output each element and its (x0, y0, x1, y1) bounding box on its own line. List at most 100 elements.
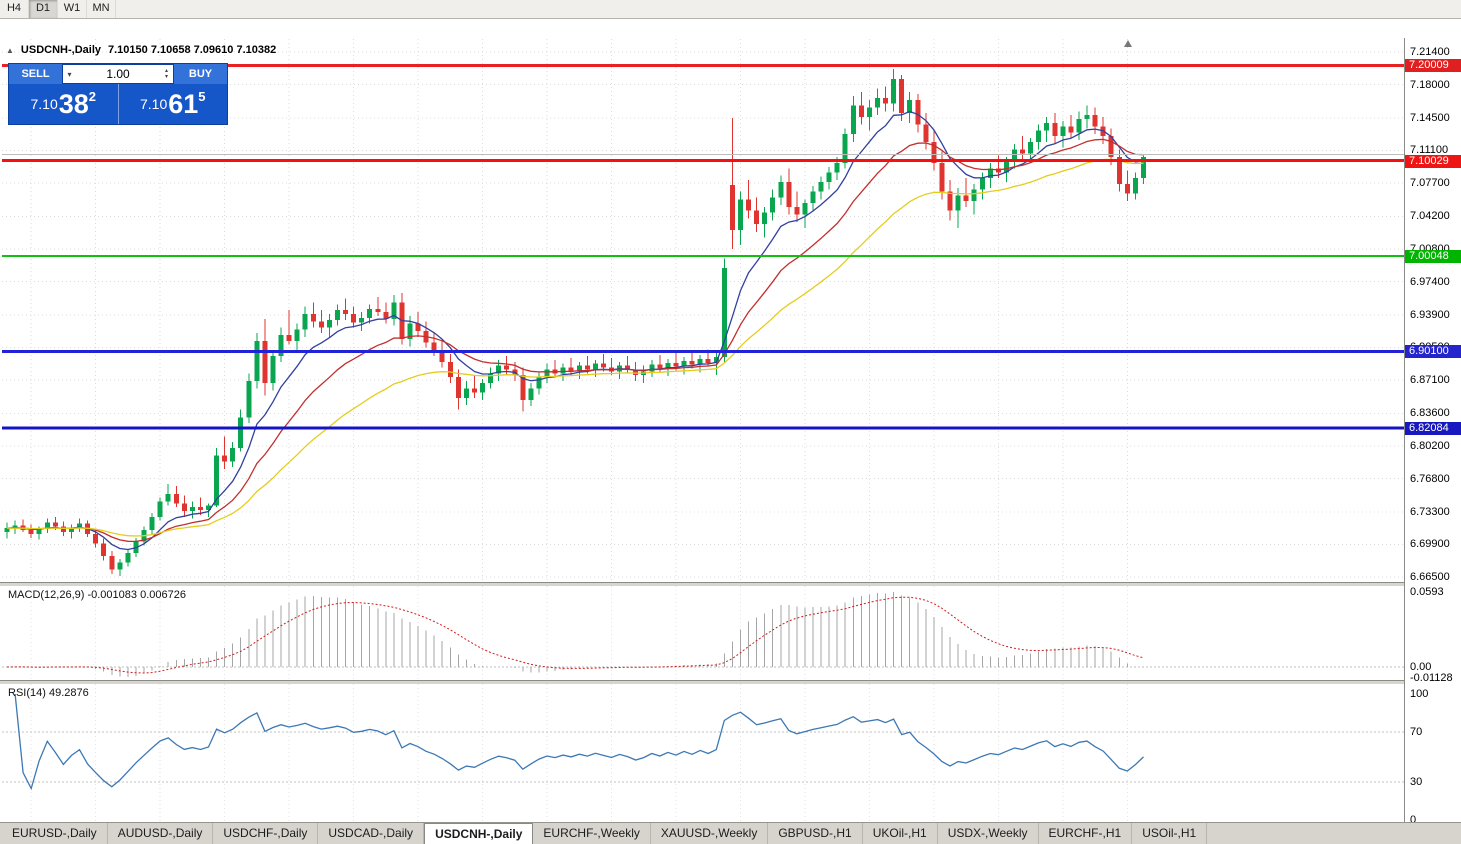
price-axis-label: 6.66500 (1410, 571, 1450, 583)
bid-price-sup: 2 (88, 89, 97, 104)
candle-body (149, 516, 155, 531)
sell-button[interactable]: SELL (9, 64, 62, 84)
candle-body (334, 310, 340, 320)
volume-up-icon[interactable]: ▴ (164, 68, 168, 74)
chart-tab-xauusd[interactable]: XAUUSD-,Weekly (651, 823, 769, 844)
candle-body (480, 382, 486, 393)
chart-tab-usoil[interactable]: USOil-,H1 (1132, 823, 1208, 844)
candle-body (939, 162, 945, 192)
candle-body (754, 210, 760, 225)
candle-body (214, 455, 220, 506)
candle-body (665, 362, 671, 369)
panel-separator[interactable] (0, 680, 1404, 685)
candle-body (995, 168, 1001, 173)
candle-body (246, 380, 252, 418)
candle-body (778, 182, 784, 198)
candle-body (891, 78, 897, 104)
price-axis-label: 7.14500 (1410, 111, 1450, 124)
volume-dropdown-icon[interactable]: ▾ (67, 69, 72, 79)
candle-body (1116, 157, 1122, 184)
rsi-panel[interactable] (2, 684, 1404, 825)
candle-body (44, 522, 50, 530)
candle-body (810, 191, 816, 204)
timeframe-button-mn[interactable]: MN (87, 0, 116, 18)
candle-body (987, 168, 993, 179)
candle-body (1124, 183, 1130, 194)
candle-body (955, 195, 961, 211)
candle-body (633, 369, 639, 376)
chart-tab-usdchf[interactable]: USDCHF-,Daily (213, 823, 319, 844)
candle-body (93, 533, 99, 544)
ask-price-button[interactable]: 7.10 61 5 (119, 84, 228, 124)
candle-body (1092, 115, 1098, 127)
ask-price-small: 7.10 (139, 96, 168, 112)
candle-body (1012, 149, 1017, 162)
candle-body (1028, 141, 1034, 154)
candle-body (1060, 126, 1066, 137)
price-axis-label: 6.73300 (1410, 505, 1450, 518)
candle-body (713, 357, 719, 363)
main-price-chart[interactable] (2, 39, 1404, 584)
candle-body (657, 364, 663, 369)
macd-panel[interactable] (2, 586, 1404, 682)
candle-body (931, 141, 937, 163)
candle-body (52, 522, 58, 527)
buy-button[interactable]: BUY (174, 64, 227, 84)
candle-body (359, 317, 365, 323)
chart-tab-bar: EURUSD-,Daily AUDUSD-,Daily USDCHF-,Daily U… (0, 822, 1461, 844)
chart-symbol-title: USDCNH-,Daily (20, 44, 101, 56)
chart-tab-audusd[interactable]: AUDUSD-,Daily (108, 823, 214, 844)
candle-body (197, 507, 203, 511)
chart-tab-usdcad[interactable]: USDCAD-,Daily (318, 823, 425, 844)
candle-body (1108, 136, 1114, 158)
bid-price-big: 38 (58, 89, 89, 119)
volume-input[interactable]: 1.00 (106, 67, 130, 81)
candle-body (536, 377, 542, 389)
chart-tab-eurchf[interactable]: EURCHF-,Weekly (533, 823, 651, 844)
candle-body (979, 178, 985, 190)
candle-body (230, 447, 236, 462)
candle-body (60, 526, 66, 533)
candle-body (262, 340, 268, 383)
chart-tab-ukoil[interactable]: UKOil-,H1 (863, 823, 938, 844)
timeframe-button-w1[interactable]: W1 (58, 0, 87, 18)
timeframe-button-d1[interactable]: D1 (29, 0, 58, 18)
chart-tab-eurchf[interactable]: EURCHF-,H1 (1039, 823, 1133, 844)
candle-body (850, 105, 856, 135)
candle-body (1140, 157, 1146, 179)
macd-signal-line (6, 596, 1144, 674)
candle-body (407, 323, 413, 339)
chart-tab-gbpusd[interactable]: GBPUSD-,H1 (768, 823, 863, 844)
ma-line-34 (6, 158, 1144, 537)
chart-tab-usdcnh[interactable]: USDCNH-,Daily (424, 823, 534, 844)
candle-body (520, 375, 526, 401)
volume-box: ▾ 1.00 ▴ ▾ (62, 64, 174, 84)
panel-separator[interactable] (0, 582, 1404, 587)
candle-body (343, 310, 349, 315)
macd-indicator-label: MACD(12,26,9) -0.001083 0.006726 (8, 589, 186, 601)
candle-body (794, 206, 800, 215)
candle-body (310, 314, 316, 322)
rsi-axis-label: 30 (1410, 776, 1423, 789)
candle-body (68, 527, 74, 533)
candle-body (1076, 118, 1082, 133)
candle-body (1132, 178, 1138, 194)
one-click-toggle-icon[interactable]: ▲ (6, 45, 14, 55)
candle-body (947, 191, 953, 211)
candle-body (770, 197, 776, 213)
candle-body (818, 182, 824, 192)
volume-down-icon[interactable]: ▾ (164, 74, 168, 80)
chart-tab-usdx[interactable]: USDX-,Weekly (938, 823, 1039, 844)
chart-title-row: ▲ USDCNH-,Daily 7.10150 7.10658 7.09610 … (6, 44, 276, 56)
timeframe-button-h4[interactable]: H4 (0, 0, 29, 18)
candle-body (584, 365, 590, 370)
candle-body (963, 195, 969, 202)
chart-tab-eurusd[interactable]: EURUSD-,Daily (2, 823, 108, 844)
candle-body (883, 97, 889, 104)
rsi-axis-label: 0 (1410, 814, 1417, 826)
candle-body (496, 365, 502, 374)
candle-body (117, 562, 123, 570)
bid-price-button[interactable]: 7.10 38 2 (9, 84, 118, 124)
candle-body (415, 323, 421, 332)
ma-line-8 (6, 110, 1144, 551)
